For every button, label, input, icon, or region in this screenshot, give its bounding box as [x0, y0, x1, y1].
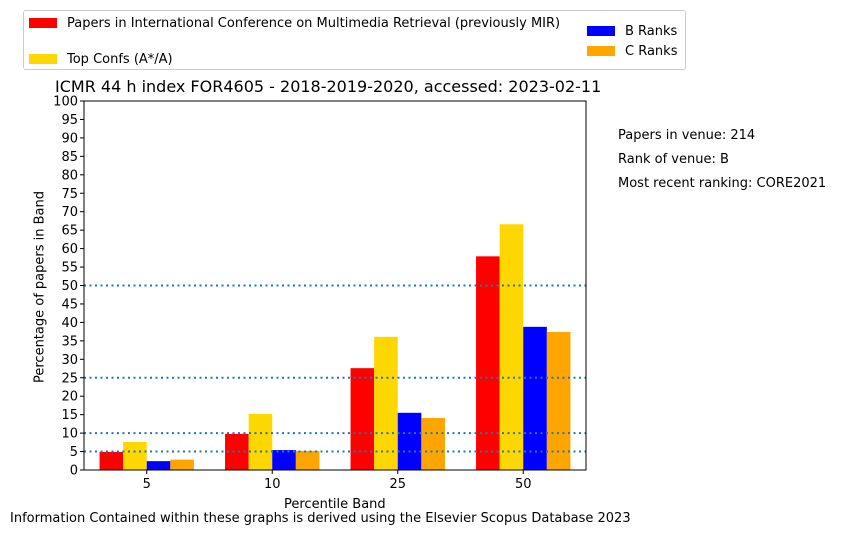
y-tick-label: 0: [70, 464, 78, 479]
y-tick-label: 85: [61, 150, 78, 165]
bar-series3-band-10: [272, 450, 296, 470]
y-tick-label: 45: [61, 297, 78, 312]
y-tick-label: 35: [61, 334, 78, 349]
bar-series4-band-5: [170, 459, 194, 470]
legend-label-series-4: C Ranks: [625, 44, 678, 59]
bar-series3-band-25: [397, 412, 422, 470]
most-recent-ranking-text: Most recent ranking: CORE2021: [618, 176, 827, 191]
legend-item-series-3: B Ranks: [587, 24, 677, 39]
legend-item-series-4: C Ranks: [587, 44, 677, 59]
y-tick-label: 75: [61, 187, 78, 202]
bar-series4-band-50: [546, 331, 571, 470]
y-tick-label: 95: [61, 113, 78, 128]
bar-series1-band-5: [99, 451, 124, 470]
legend-label-series-2: Top Confs (A*/A): [67, 52, 173, 67]
x-tick-label: 50: [515, 477, 532, 492]
bar-series2-band-10: [248, 413, 273, 470]
y-tick-label: 100: [53, 95, 78, 110]
legend-swatch-series-4: [587, 46, 615, 56]
legend-item-series-2: Top Confs (A*/A): [29, 52, 173, 67]
bar-series2-band-5: [123, 441, 147, 470]
bar-series4-band-10: [295, 450, 320, 470]
bar-series1-band-50: [476, 256, 500, 470]
chart-title: ICMR 44 h index FOR4605 - 2018-2019-2020…: [55, 77, 602, 96]
legend-label-series-1: Papers in International Conference on Mu…: [67, 16, 561, 31]
y-tick-label: 80: [61, 168, 78, 183]
legend-swatch-series-3: [587, 26, 615, 36]
y-tick-label: 70: [61, 205, 78, 220]
legend-swatch-series-2: [29, 54, 57, 64]
y-tick-label: 10: [61, 427, 78, 442]
chart-legend: Papers in International Conference on Mu…: [23, 10, 686, 70]
y-tick-label: 50: [61, 279, 78, 294]
bar-series4-band-25: [421, 417, 445, 470]
y-axis-label: Percentage of papers in Band: [32, 190, 48, 384]
legend-swatch-series-1: [29, 18, 57, 28]
y-tick-label: 90: [61, 131, 78, 146]
legend-label-series-3: B Ranks: [625, 24, 678, 39]
papers-in-venue-text: Papers in venue: 214: [618, 128, 756, 143]
y-tick-label: 20: [61, 390, 78, 405]
y-tick-label: 60: [61, 242, 78, 257]
y-tick-label: 25: [61, 371, 78, 386]
y-tick-label: 55: [61, 261, 78, 276]
x-axis-label: Percentile Band: [284, 497, 386, 512]
x-tick-label: 10: [264, 477, 281, 492]
data-source-footnote: Information Contained within these graph…: [10, 511, 631, 526]
x-tick-label: 5: [143, 477, 151, 492]
y-tick-label: 5: [70, 445, 78, 460]
bar-series3-band-5: [146, 461, 171, 470]
rank-of-venue-text: Rank of venue: B: [618, 152, 729, 167]
bar-series1-band-25: [350, 368, 375, 470]
bar-series2-band-50: [499, 224, 524, 470]
legend-item-series-1: Papers in International Conference on Mu…: [29, 16, 569, 31]
y-tick-label: 15: [61, 408, 78, 423]
bar-series3-band-50: [523, 326, 547, 470]
y-tick-label: 30: [61, 353, 78, 368]
x-tick-label: 25: [389, 477, 406, 492]
bar-series1-band-10: [225, 433, 249, 470]
bar-series2-band-25: [374, 336, 398, 470]
y-tick-label: 40: [61, 316, 78, 331]
y-tick-label: 65: [61, 224, 78, 239]
